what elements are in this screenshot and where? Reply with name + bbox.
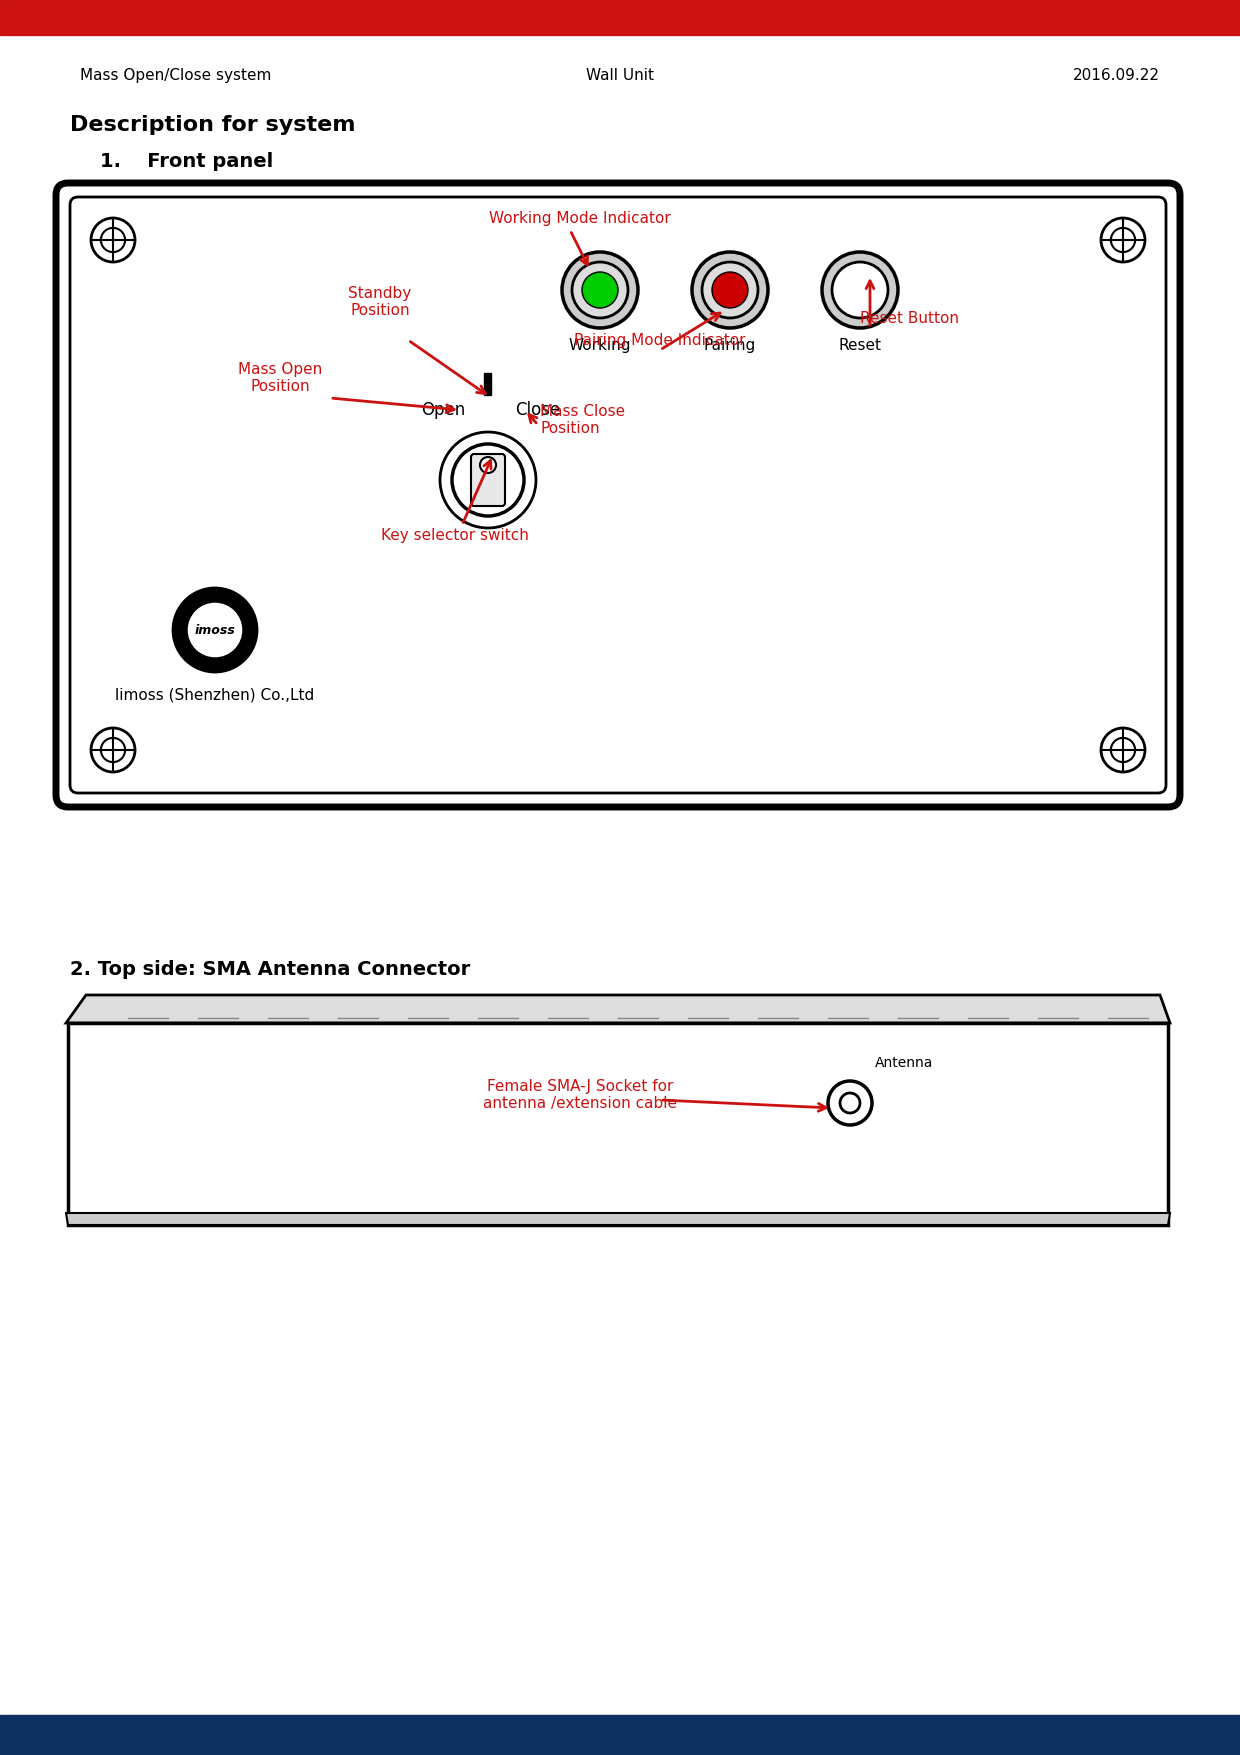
Text: Key selector switch: Key selector switch	[381, 528, 529, 542]
Circle shape	[832, 261, 888, 318]
Text: Reset Button: Reset Button	[861, 311, 959, 325]
Circle shape	[440, 432, 536, 528]
Text: Open: Open	[420, 400, 465, 419]
Text: 4: 4	[615, 1718, 625, 1732]
Text: Working: Working	[569, 339, 631, 353]
Circle shape	[91, 728, 135, 772]
Circle shape	[187, 602, 243, 658]
FancyBboxPatch shape	[471, 455, 505, 505]
Text: 2016.09.22: 2016.09.22	[1073, 67, 1159, 82]
Text: 1.  Front panel: 1. Front panel	[100, 153, 273, 170]
Text: Mass Close
Position: Mass Close Position	[539, 404, 625, 437]
Circle shape	[1101, 218, 1145, 261]
Circle shape	[480, 456, 496, 474]
Text: Mass Open
Position: Mass Open Position	[238, 362, 322, 395]
Text: 2. Top side: SMA Antenna Connector: 2. Top side: SMA Antenna Connector	[69, 960, 470, 979]
Polygon shape	[66, 995, 1171, 1023]
Text: limoss (Shenzhen) Co.,Ltd: limoss (Shenzhen) Co.,Ltd	[115, 686, 315, 702]
Bar	[68, 1023, 1168, 1225]
Circle shape	[1111, 228, 1135, 253]
Circle shape	[582, 272, 618, 307]
Circle shape	[702, 261, 758, 318]
Circle shape	[828, 1081, 872, 1125]
Circle shape	[822, 253, 898, 328]
Circle shape	[174, 588, 257, 672]
Text: Description for system: Description for system	[69, 116, 356, 135]
Circle shape	[839, 1093, 861, 1113]
Bar	[484, 374, 491, 395]
Text: Close: Close	[515, 400, 560, 419]
Circle shape	[572, 261, 627, 318]
Circle shape	[100, 228, 125, 253]
Text: Pairing Mode Indicator: Pairing Mode Indicator	[574, 332, 745, 347]
Circle shape	[1101, 728, 1145, 772]
Text: Working Mode Indicator: Working Mode Indicator	[489, 211, 671, 225]
Text: Mass Open/Close system: Mass Open/Close system	[81, 67, 272, 82]
Circle shape	[1111, 737, 1135, 762]
Circle shape	[453, 444, 525, 516]
Text: Pairing: Pairing	[704, 339, 756, 353]
Bar	[0, 0, 1240, 35]
Text: Female SMA-J Socket for
antenna /extension cable: Female SMA-J Socket for antenna /extensi…	[484, 1079, 677, 1111]
Circle shape	[100, 737, 125, 762]
Bar	[0, 1715, 1240, 1755]
Circle shape	[712, 272, 748, 307]
Text: Reset: Reset	[838, 339, 882, 353]
Circle shape	[91, 218, 135, 261]
Text: Antenna: Antenna	[875, 1057, 934, 1071]
Text: Standby
Position: Standby Position	[348, 286, 412, 318]
Circle shape	[692, 253, 768, 328]
Polygon shape	[66, 1213, 1171, 1225]
Text: Wall Unit: Wall Unit	[587, 67, 653, 82]
Text: GL-TE-017(V06): GL-TE-017(V06)	[81, 1718, 188, 1732]
Circle shape	[562, 253, 639, 328]
FancyBboxPatch shape	[56, 183, 1180, 807]
Text: imoss: imoss	[195, 623, 236, 637]
